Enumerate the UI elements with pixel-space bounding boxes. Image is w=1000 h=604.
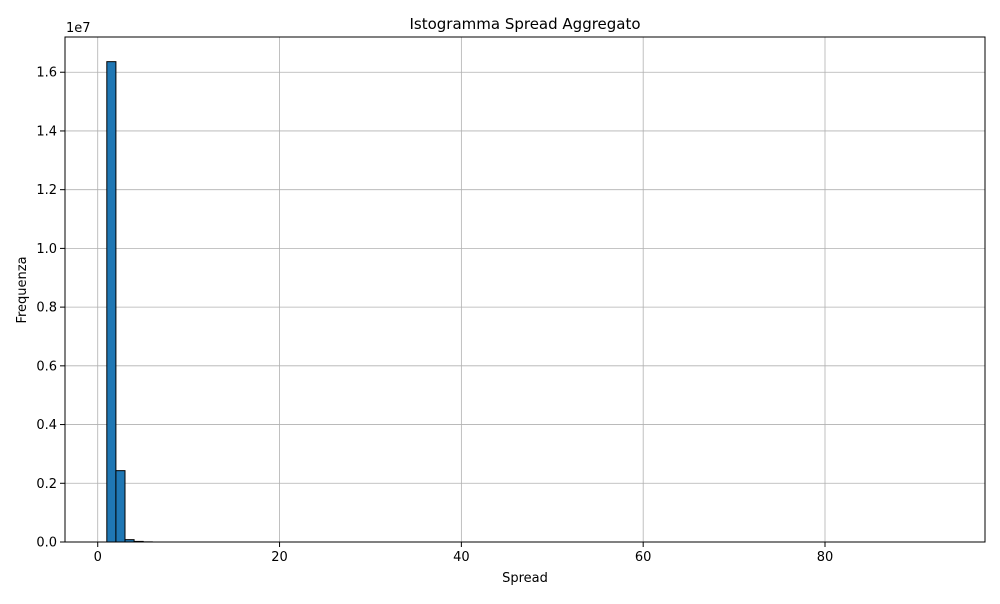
x-tick-label: 40 [453, 550, 470, 565]
chart-title: Istogramma Spread Aggregato [409, 15, 640, 33]
y-tick-label: 0.2 [36, 477, 57, 492]
y-tick-label: 0.0 [36, 536, 57, 551]
y-axis-scale-label: 1e7 [66, 21, 91, 36]
axis-ticks: 0 20 40 60 80 0.0 0.2 0.4 0.6 0.8 1.0 1.2 1.4 1.6 [36, 66, 833, 565]
y-axis-label: Frequenza [15, 256, 30, 323]
histogram-bars [107, 62, 152, 542]
plot-area-frame [65, 37, 985, 542]
x-tick-label: 80 [817, 550, 834, 565]
y-tick-label: 1.4 [36, 124, 57, 139]
x-axis-label: Spread [502, 571, 548, 586]
grid-lines [65, 37, 985, 542]
histogram-bar [116, 471, 125, 542]
y-tick-label: 1.2 [36, 183, 57, 198]
y-tick-label: 0.4 [36, 418, 57, 433]
y-tick-label: 1.6 [36, 66, 57, 81]
y-tick-label: 1.0 [36, 242, 57, 257]
y-tick-label: 0.6 [36, 359, 57, 374]
x-tick-label: 20 [271, 550, 288, 565]
y-tick-label: 0.8 [36, 301, 57, 316]
histogram-bar [107, 62, 116, 542]
x-tick-label: 0 [94, 550, 102, 565]
x-tick-label: 60 [635, 550, 652, 565]
